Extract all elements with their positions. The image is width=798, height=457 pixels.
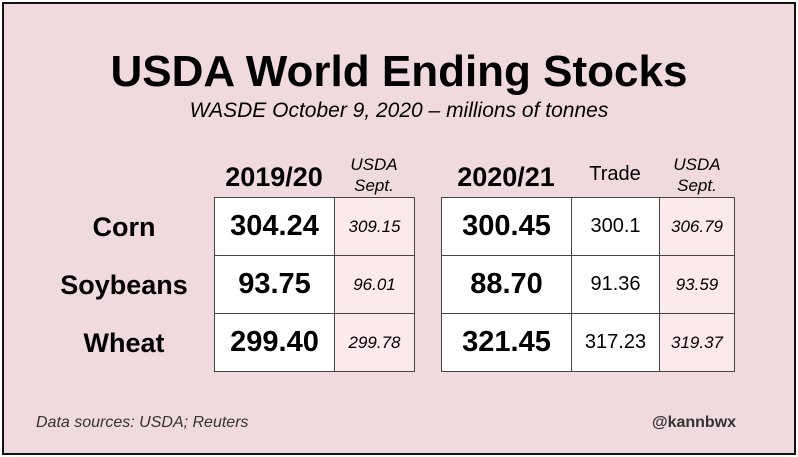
column-header-usda-sept-2019: USDA Sept. [334, 154, 414, 196]
cell-soybeans-2019-20: 93.75 [214, 255, 335, 314]
cell-corn-2020-21: 300.45 [441, 197, 572, 256]
cell-soybeans-usda-sept-2019: 96.01 [334, 255, 415, 314]
row-label-soybeans: Soybeans [60, 270, 188, 300]
cell-soybeans-usda-sept-2020: 93.59 [659, 255, 735, 314]
row-label-wheat: Wheat [83, 328, 165, 358]
cell-wheat-usda-sept-2019: 299.78 [334, 313, 415, 372]
chart-title: USDA World Ending Stocks [110, 47, 688, 96]
cell-corn-trade: 300.1 [571, 197, 660, 256]
cell-soybeans-2020-21: 88.70 [441, 255, 572, 314]
column-header-line: Sept. [354, 176, 394, 195]
column-header-2019-20: 2019/20 [225, 162, 323, 192]
cell-wheat-usda-sept-2020: 319.37 [659, 313, 735, 372]
column-header-2020-21: 2020/21 [457, 162, 555, 192]
column-header-usda-sept-2020: USDA Sept. [659, 154, 735, 196]
cell-corn-usda-sept-2020: 306.79 [659, 197, 735, 256]
data-source-note: Data sources: USDA; Reuters [36, 414, 249, 431]
cell-wheat-trade: 317.23 [571, 313, 660, 372]
cell-wheat-2020-21: 321.45 [441, 313, 572, 372]
cell-corn-usda-sept-2019: 309.15 [334, 197, 415, 256]
column-header-line: USDA [673, 155, 721, 174]
row-label-corn: Corn [92, 212, 156, 242]
column-header-line: Sept. [677, 176, 717, 195]
cell-wheat-2019-20: 299.40 [214, 313, 335, 372]
author-handle: @kannbwx [651, 414, 737, 431]
column-header-line: USDA [350, 155, 398, 174]
chart-subtitle: WASDE October 9, 2020 – millions of tonn… [189, 99, 609, 122]
cell-corn-2019-20: 304.24 [214, 197, 335, 256]
cell-soybeans-trade: 91.36 [571, 255, 660, 314]
column-header-trade: Trade [589, 163, 641, 185]
